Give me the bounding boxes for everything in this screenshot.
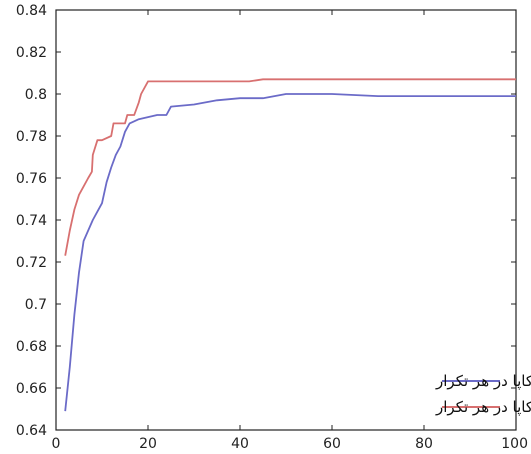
x-tick-label: 60 bbox=[323, 436, 341, 452]
y-axis-ticks: 0.64 0.66 0.68 0.7 0.72 0.74 0.76 0.78 0.8 0.82 0.… bbox=[16, 3, 516, 439]
x-tick-label: 40 bbox=[231, 436, 249, 452]
y-tick-label: 0.68 bbox=[16, 339, 47, 355]
x-tick-label: 20 bbox=[139, 436, 157, 452]
plot-area bbox=[55, 9, 517, 431]
y-tick-label: 0.84 bbox=[16, 3, 47, 19]
y-tick-label: 0.8 bbox=[25, 87, 47, 103]
legend: میانگین کاپا در هر تکرار ماکزیمم کاپا در… bbox=[435, 372, 531, 417]
y-tick-label: 0.72 bbox=[16, 255, 47, 271]
y-tick-label: 0.66 bbox=[16, 381, 47, 397]
series-line-mean-kappa bbox=[64, 93, 516, 412]
legend-label-max: ماکزیمم کاپا در هر تکرار bbox=[435, 398, 531, 417]
series-line-max-kappa bbox=[64, 78, 516, 256]
legend-label-mean: میانگین کاپا در هر تکرار bbox=[435, 372, 531, 391]
y-tick-label: 0.82 bbox=[16, 45, 47, 61]
series-lines bbox=[64, 78, 516, 412]
x-tick-label: 100 bbox=[501, 436, 528, 452]
x-axis-ticks: 0 20 40 60 80 100 bbox=[52, 10, 528, 452]
y-tick-label: 0.74 bbox=[16, 213, 47, 229]
x-tick-label: 0 bbox=[52, 436, 61, 452]
x-tick-label: 80 bbox=[415, 436, 433, 452]
y-tick-label: 0.64 bbox=[16, 423, 47, 439]
y-tick-label: 0.78 bbox=[16, 129, 47, 145]
y-tick-label: 0.7 bbox=[25, 297, 47, 313]
y-tick-label: 0.76 bbox=[16, 171, 47, 187]
